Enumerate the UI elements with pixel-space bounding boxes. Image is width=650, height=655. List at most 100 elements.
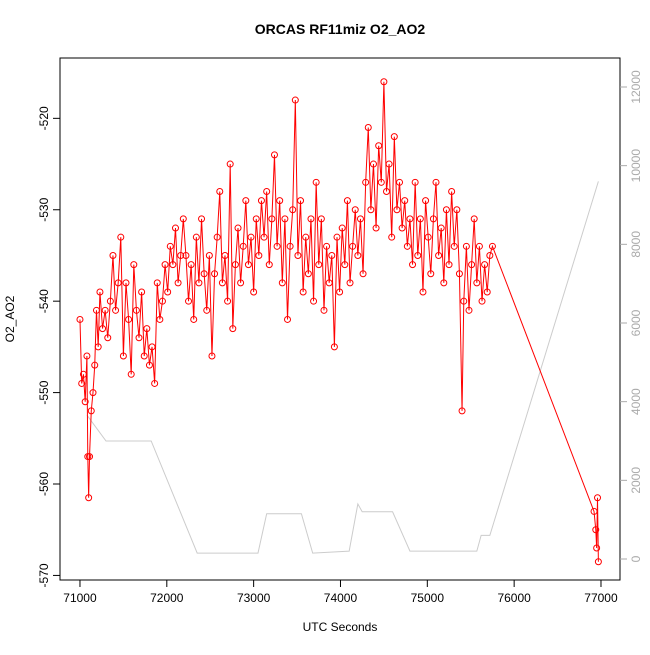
point [109,251,117,259]
point [135,334,143,342]
point [291,96,299,104]
point [414,251,422,259]
point [458,407,466,415]
y2-tick-label: 6000 [629,309,643,336]
point [338,224,346,232]
point [416,215,424,223]
point [592,526,600,534]
y-tick-label: -570 [37,563,51,587]
point [388,233,396,241]
point [396,178,404,186]
point [393,206,401,214]
point [114,279,122,287]
point [468,261,476,269]
point [437,224,445,232]
point [465,306,473,314]
point [401,197,409,205]
point [403,242,411,250]
point [265,261,273,269]
point [148,343,156,351]
y-tick-label: -530 [37,197,51,221]
point [299,288,307,296]
y-tick-label: -520 [37,106,51,130]
point [372,224,380,232]
point [252,215,260,223]
point [190,315,198,323]
point [429,215,437,223]
point [218,279,226,287]
point [462,242,470,250]
point [101,306,109,314]
point [424,233,432,241]
point [375,142,383,150]
point [195,279,203,287]
point [369,160,377,168]
point [383,187,391,195]
point [362,178,370,186]
y-tick-label: -540 [37,289,51,313]
point [385,160,393,168]
point [234,224,242,232]
point [297,197,305,205]
point [171,224,179,232]
point [278,279,286,287]
point [125,315,133,323]
point [257,197,265,205]
series-line [86,181,599,554]
point [244,261,252,269]
point [153,279,161,287]
point [145,361,153,369]
point [138,288,146,296]
point [140,352,148,360]
point [211,270,219,278]
point [213,233,221,241]
point [263,187,271,195]
point [273,242,281,250]
point [281,215,289,223]
point [470,215,478,223]
x-tick-label: 74000 [324,591,358,605]
point [221,251,229,259]
point [86,453,94,461]
x-tick-label: 76000 [497,591,531,605]
point [79,370,87,378]
point [76,315,84,323]
point [488,242,496,250]
point [380,78,388,86]
point [182,251,190,259]
point [192,233,200,241]
point [302,233,310,241]
point [284,315,292,323]
point [87,407,95,415]
point [226,160,234,168]
y2-tick-label: 4000 [629,388,643,415]
point [255,251,263,259]
point [432,178,440,186]
point [122,279,130,287]
y-tick-label: -550 [37,380,51,404]
x-tick-label: 77000 [584,591,618,605]
point [310,297,318,305]
point [475,242,483,250]
point [85,494,93,502]
y-axis-label: O2_AO2 [3,295,17,342]
point [478,297,486,305]
point [92,306,100,314]
point [367,206,375,214]
point [409,261,417,269]
point [440,279,448,287]
y2-tick-label: 10000 [629,149,643,183]
point [239,242,247,250]
x-tick-label: 73000 [237,591,271,605]
point [158,297,166,305]
point [356,215,364,223]
point [325,279,333,287]
point [247,233,255,241]
point [455,270,463,278]
point [590,507,598,515]
point [198,215,206,223]
point [448,187,456,195]
point [594,558,602,566]
point [260,233,268,241]
